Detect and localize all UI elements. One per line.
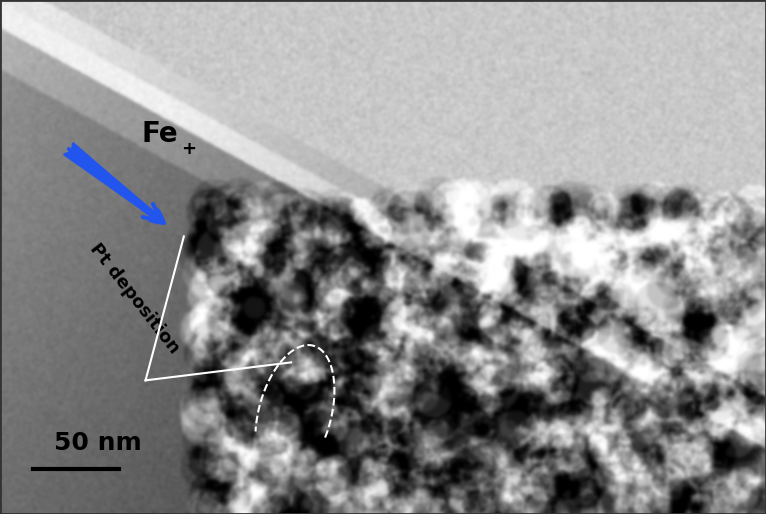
Text: Fe: Fe xyxy=(142,120,178,148)
Text: 50 nm: 50 nm xyxy=(54,431,142,455)
Text: Pt deposition: Pt deposition xyxy=(86,240,182,357)
Text: +: + xyxy=(182,140,197,158)
